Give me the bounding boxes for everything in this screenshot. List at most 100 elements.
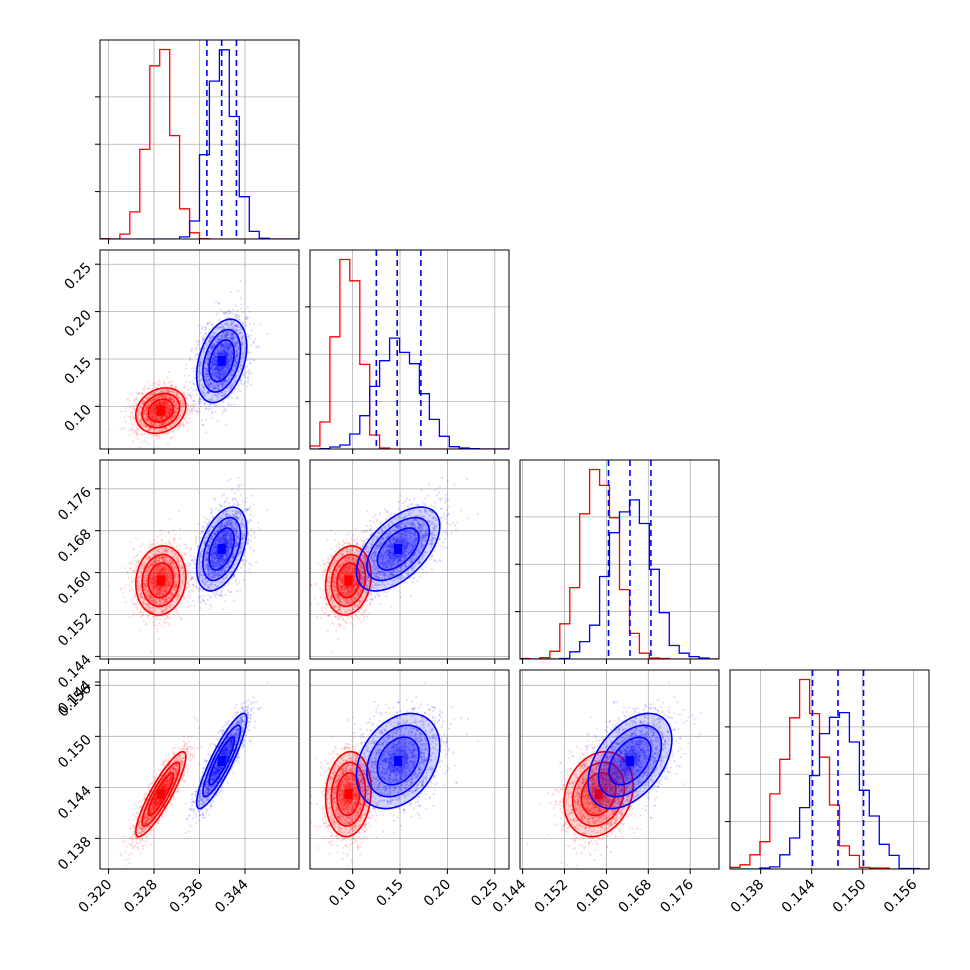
scatter-point xyxy=(151,405,155,408)
scatter-point xyxy=(155,416,158,419)
scatter-point xyxy=(168,397,171,401)
scatter-point xyxy=(147,428,150,431)
scatter-point xyxy=(160,418,163,421)
scatter-point xyxy=(189,593,192,596)
scatter-point xyxy=(161,539,164,542)
scatter-point xyxy=(152,621,155,624)
scatter-point xyxy=(170,397,173,400)
scatter-point xyxy=(150,400,153,403)
scatter-point xyxy=(163,400,166,403)
scatter-point xyxy=(165,402,168,405)
scatter-point xyxy=(166,442,169,445)
scatter-point xyxy=(141,403,144,406)
scatter-point xyxy=(173,408,176,411)
scatter-point xyxy=(162,415,165,418)
scatter-point xyxy=(247,376,250,379)
scatter-point xyxy=(170,398,173,401)
scatter-point xyxy=(168,397,171,400)
scatter-point xyxy=(158,534,161,537)
scatter-point xyxy=(154,405,158,408)
scatter-point xyxy=(167,397,170,400)
scatter-point xyxy=(215,313,218,316)
scatter-point xyxy=(154,409,157,412)
scatter-point xyxy=(170,437,173,440)
scatter-point xyxy=(175,419,178,422)
scatter-point xyxy=(153,421,156,425)
scatter-point xyxy=(179,401,182,404)
scatter-point xyxy=(153,415,156,418)
scatter-point xyxy=(164,542,167,545)
scatter-point xyxy=(149,422,153,425)
scatter-point xyxy=(177,397,180,400)
scatter-point xyxy=(217,311,220,314)
scatter-point xyxy=(155,434,158,437)
scatter-point xyxy=(188,412,191,415)
scatter-point xyxy=(133,404,136,408)
scatter-point xyxy=(159,428,162,431)
scatter-point xyxy=(162,418,165,421)
scatter-point xyxy=(200,327,204,331)
scatter-point xyxy=(189,386,192,389)
scatter-point xyxy=(152,404,155,408)
scatter-point xyxy=(178,425,181,428)
scatter-point xyxy=(144,391,147,395)
scatter-point xyxy=(139,420,142,423)
scatter-point xyxy=(131,406,134,410)
scatter-point xyxy=(153,397,156,401)
scatter-point xyxy=(161,395,164,398)
scatter-point xyxy=(168,411,171,414)
scatter-point xyxy=(154,411,157,414)
scatter-point xyxy=(204,332,207,335)
scatter-point xyxy=(164,621,167,625)
scatter-point xyxy=(150,422,153,425)
scatter-point xyxy=(180,423,183,426)
scatter-point xyxy=(169,404,172,407)
scatter-point xyxy=(169,408,172,411)
scatter-point xyxy=(153,407,156,410)
scatter-point xyxy=(167,391,170,394)
scatter-point xyxy=(175,400,178,403)
scatter-point xyxy=(173,400,176,403)
scatter-point xyxy=(152,398,155,401)
scatter-point xyxy=(177,416,180,419)
scatter-point xyxy=(158,435,161,439)
scatter-point xyxy=(150,399,153,402)
scatter-point xyxy=(144,419,147,422)
scatter-point xyxy=(167,391,170,394)
scatter-point xyxy=(171,415,174,418)
scatter-point xyxy=(137,392,140,395)
scatter-point xyxy=(181,422,184,425)
scatter-point xyxy=(167,407,170,410)
scatter-point xyxy=(164,399,167,403)
scatter-point xyxy=(165,432,168,435)
scatter-point xyxy=(155,401,158,404)
scatter-point xyxy=(151,393,155,396)
scatter-point xyxy=(152,405,155,408)
scatter-point xyxy=(150,414,154,417)
scatter-point xyxy=(141,611,145,614)
scatter-point xyxy=(168,411,171,414)
scatter-point xyxy=(255,346,258,349)
scatter-point xyxy=(140,419,143,422)
scatter-point xyxy=(165,388,168,391)
scatter-point xyxy=(166,407,169,410)
scatter-point xyxy=(173,541,176,544)
scatter-point xyxy=(185,411,188,414)
scatter-point xyxy=(173,411,176,414)
scatter-point xyxy=(176,403,179,407)
scatter-point xyxy=(155,415,158,418)
scatter-point xyxy=(164,427,168,430)
scatter-point xyxy=(151,411,154,414)
scatter-point xyxy=(164,406,167,409)
scatter-point xyxy=(160,423,163,426)
scatter-point xyxy=(166,403,169,406)
scatter-point xyxy=(189,410,192,413)
scatter-point xyxy=(162,389,165,392)
scatter-point xyxy=(191,379,194,382)
scatter-point xyxy=(173,423,176,426)
scatter-point xyxy=(168,371,171,374)
scatter-point xyxy=(169,417,172,420)
scatter-point xyxy=(144,411,147,414)
scatter-point xyxy=(166,420,169,423)
scatter-point xyxy=(144,409,147,412)
